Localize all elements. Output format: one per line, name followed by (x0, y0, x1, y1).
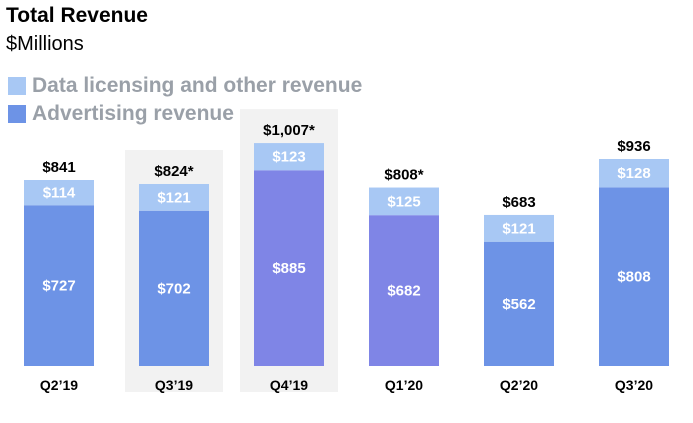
bar-data-licensing-q3-19 (139, 183, 209, 211)
legend-label-advertising: Advertising revenue (32, 102, 234, 125)
bar-data-licensing-q1-20 (369, 187, 439, 216)
bar-data-licensing-q2-19 (24, 180, 94, 206)
label-data-licensing-q3-20: $128 (617, 165, 650, 182)
label-total-q1-20: $808* (384, 167, 423, 184)
bar-advertising-q3-20 (599, 187, 669, 366)
legend-label-data-licensing: Data licensing and other revenue (32, 74, 363, 97)
category-label-q2-20: Q2’20 (500, 377, 538, 393)
label-advertising-q3-19: $702 (157, 280, 190, 297)
bar-data-licensing-q4-19 (254, 143, 324, 171)
bar-advertising-q2-20 (484, 241, 554, 366)
chart-subtitle: $Millions (6, 33, 84, 55)
legend-item-data-licensing: Data licensing and other revenue (8, 72, 362, 100)
bar-advertising-q1-20 (369, 215, 439, 366)
label-advertising-q2-20: $562 (502, 296, 535, 313)
category-label-q1-20: Q1’20 (385, 377, 423, 393)
label-total-q4-19: $1,007* (263, 122, 315, 139)
label-data-licensing-q1-20: $125 (387, 193, 420, 210)
label-data-licensing-q2-20: $121 (502, 220, 535, 237)
category-label-q3-19: Q3’19 (155, 377, 193, 393)
bar-data-licensing-q3-20 (599, 159, 669, 188)
label-data-licensing-q2-19: $114 (43, 185, 76, 202)
bar-advertising-q3-19 (139, 210, 209, 366)
bar-data-licensing-q2-20 (484, 214, 554, 242)
label-data-licensing-q3-19: $121 (157, 189, 190, 206)
bar-advertising-q2-19 (24, 205, 94, 366)
legend: Data licensing and other revenue Adverti… (8, 72, 362, 128)
label-total-q3-19: $824* (154, 163, 193, 180)
label-advertising-q1-20: $682 (387, 283, 420, 300)
chart-title: Total Revenue (6, 4, 148, 27)
legend-swatch-advertising (8, 105, 26, 123)
legend-swatch-data-licensing (8, 77, 26, 95)
category-label-q4-19: Q4’19 (270, 377, 308, 393)
label-total-q3-20: $936 (617, 138, 650, 155)
label-advertising-q3-20: $808 (617, 269, 650, 286)
bar-advertising-q4-19 (254, 170, 324, 366)
label-data-licensing-q4-19: $123 (272, 149, 305, 166)
category-label-q3-20: Q3’20 (615, 377, 653, 393)
label-advertising-q4-19: $885 (272, 260, 305, 277)
category-label-q2-19: Q2’19 (40, 377, 78, 393)
legend-item-advertising: Advertising revenue (8, 100, 362, 128)
label-total-q2-20: $683 (502, 194, 535, 211)
label-total-q2-19: $841 (42, 159, 75, 176)
label-advertising-q2-19: $727 (42, 278, 75, 295)
